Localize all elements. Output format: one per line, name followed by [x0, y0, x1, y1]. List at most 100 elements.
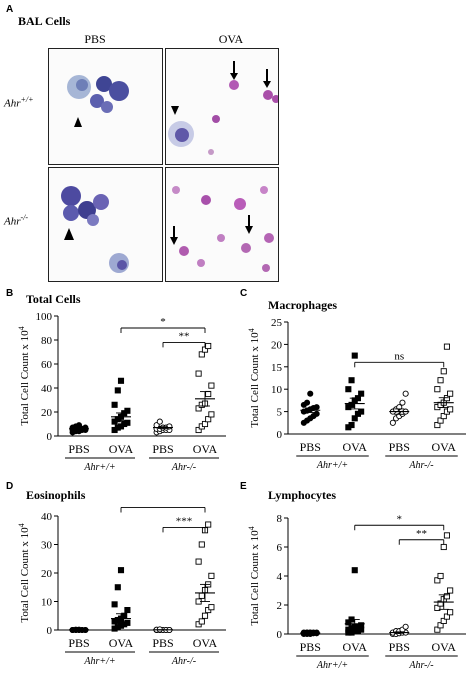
group-label: Ahr+/+ [83, 462, 115, 473]
data-point [208, 382, 215, 389]
y-tick-label: 40 [41, 511, 53, 523]
data-point [348, 421, 355, 429]
chart-macrophages: 0 5 10 15 20 25 Total Cell Count x 104 ns PBS OVA… [247, 317, 466, 471]
data-point [440, 413, 447, 420]
data-point [198, 541, 205, 548]
micrograph-ahr-wt-ova [165, 48, 279, 165]
x-tick-label: PBS [68, 636, 89, 650]
y-tick-label: 0 [47, 431, 53, 443]
data-point [124, 619, 131, 626]
data-point [351, 415, 358, 422]
data-point [434, 421, 441, 429]
x-tick-label: OVA [109, 442, 134, 456]
x-tick-label: OVA [109, 636, 134, 650]
significance-label: ** [179, 330, 190, 342]
data-point [358, 408, 365, 415]
data-point [205, 416, 212, 423]
panel-letter-d: D [6, 481, 14, 492]
data-point [447, 587, 454, 594]
y-tick-label: 4 [277, 571, 283, 583]
row-label-ahr-ko: Ahr-/- [4, 213, 29, 228]
data-point [198, 592, 205, 599]
chart-title-d: Eosinophils [26, 488, 86, 502]
x-tick-label: PBS [152, 636, 173, 650]
data-point [434, 577, 441, 584]
data-point [205, 342, 212, 350]
chart-title-e: Lymphocytes [268, 488, 337, 502]
data-point [399, 399, 406, 406]
data-point [348, 401, 355, 408]
data-point [208, 411, 215, 418]
data-point [195, 558, 202, 565]
panel-letter-e: E [240, 481, 247, 492]
significance-label: * [160, 316, 166, 328]
y-tick-label: 8 [277, 513, 283, 525]
data-point [205, 390, 212, 398]
data-point [117, 567, 125, 574]
data-point [195, 370, 202, 377]
y-tick-label: 20 [41, 568, 53, 580]
significance-label: ns [394, 350, 404, 362]
data-point [440, 617, 447, 624]
data-point [434, 604, 441, 611]
x-tick-label: PBS [389, 640, 410, 654]
y-tick-label: 20 [41, 407, 53, 419]
data-point [437, 600, 444, 607]
data-point [437, 377, 444, 384]
y-axis-label: Total Cell Count x 104 [17, 523, 32, 622]
data-point [195, 405, 202, 412]
significance-label: * [160, 504, 166, 507]
x-tick-label: PBS [300, 640, 321, 654]
data-point [156, 418, 163, 425]
data-point [434, 626, 441, 633]
y-tick-label: 40 [41, 383, 53, 395]
y-axis-label: Total Cell Count x 104 [247, 328, 262, 427]
data-point [114, 584, 121, 591]
data-point [208, 572, 215, 579]
data-point [437, 572, 444, 580]
data-point [313, 404, 320, 411]
data-point [195, 426, 202, 434]
data-point [111, 401, 118, 408]
data-point [124, 419, 131, 426]
x-tick-label: PBS [68, 442, 89, 456]
y-tick-label: 30 [41, 540, 53, 552]
micrograph-ahr-ko-pbs [48, 167, 163, 282]
y-tick-label: 100 [36, 311, 53, 323]
x-tick-label: PBS [152, 442, 173, 456]
x-tick-label: OVA [193, 636, 218, 650]
x-tick-label: OVA [432, 640, 457, 654]
data-point [402, 623, 409, 630]
data-point [198, 351, 205, 358]
data-point [443, 532, 451, 539]
group-label: Ahr-/- [171, 656, 196, 667]
y-tick-label: 6 [277, 542, 283, 554]
y-tick-label: 0 [277, 429, 283, 441]
data-point [307, 390, 314, 397]
column-label-ova: OVA [218, 32, 244, 46]
data-point [313, 410, 320, 417]
data-point [111, 601, 118, 608]
group-label: Ahr-/- [408, 660, 433, 671]
data-point [117, 377, 125, 384]
y-tick-label: 0 [47, 625, 53, 637]
data-point [437, 417, 444, 424]
data-point [358, 390, 365, 397]
chart-title-b: Total Cells [26, 292, 81, 306]
data-point [437, 622, 444, 629]
y-tick-label: 10 [271, 384, 283, 396]
significance-label: * [397, 513, 403, 525]
panel-letter-c: C [240, 288, 248, 299]
data-point [447, 390, 454, 397]
data-point [75, 422, 83, 429]
data-point [358, 622, 365, 629]
data-point [124, 606, 131, 614]
arrowhead-icon [74, 117, 82, 127]
x-tick-label: OVA [343, 440, 368, 454]
data-point [389, 419, 396, 426]
y-tick-label: 20 [271, 339, 283, 351]
y-tick-label: 0 [277, 629, 283, 641]
micrograph-ahr-ko-ova [165, 167, 279, 282]
